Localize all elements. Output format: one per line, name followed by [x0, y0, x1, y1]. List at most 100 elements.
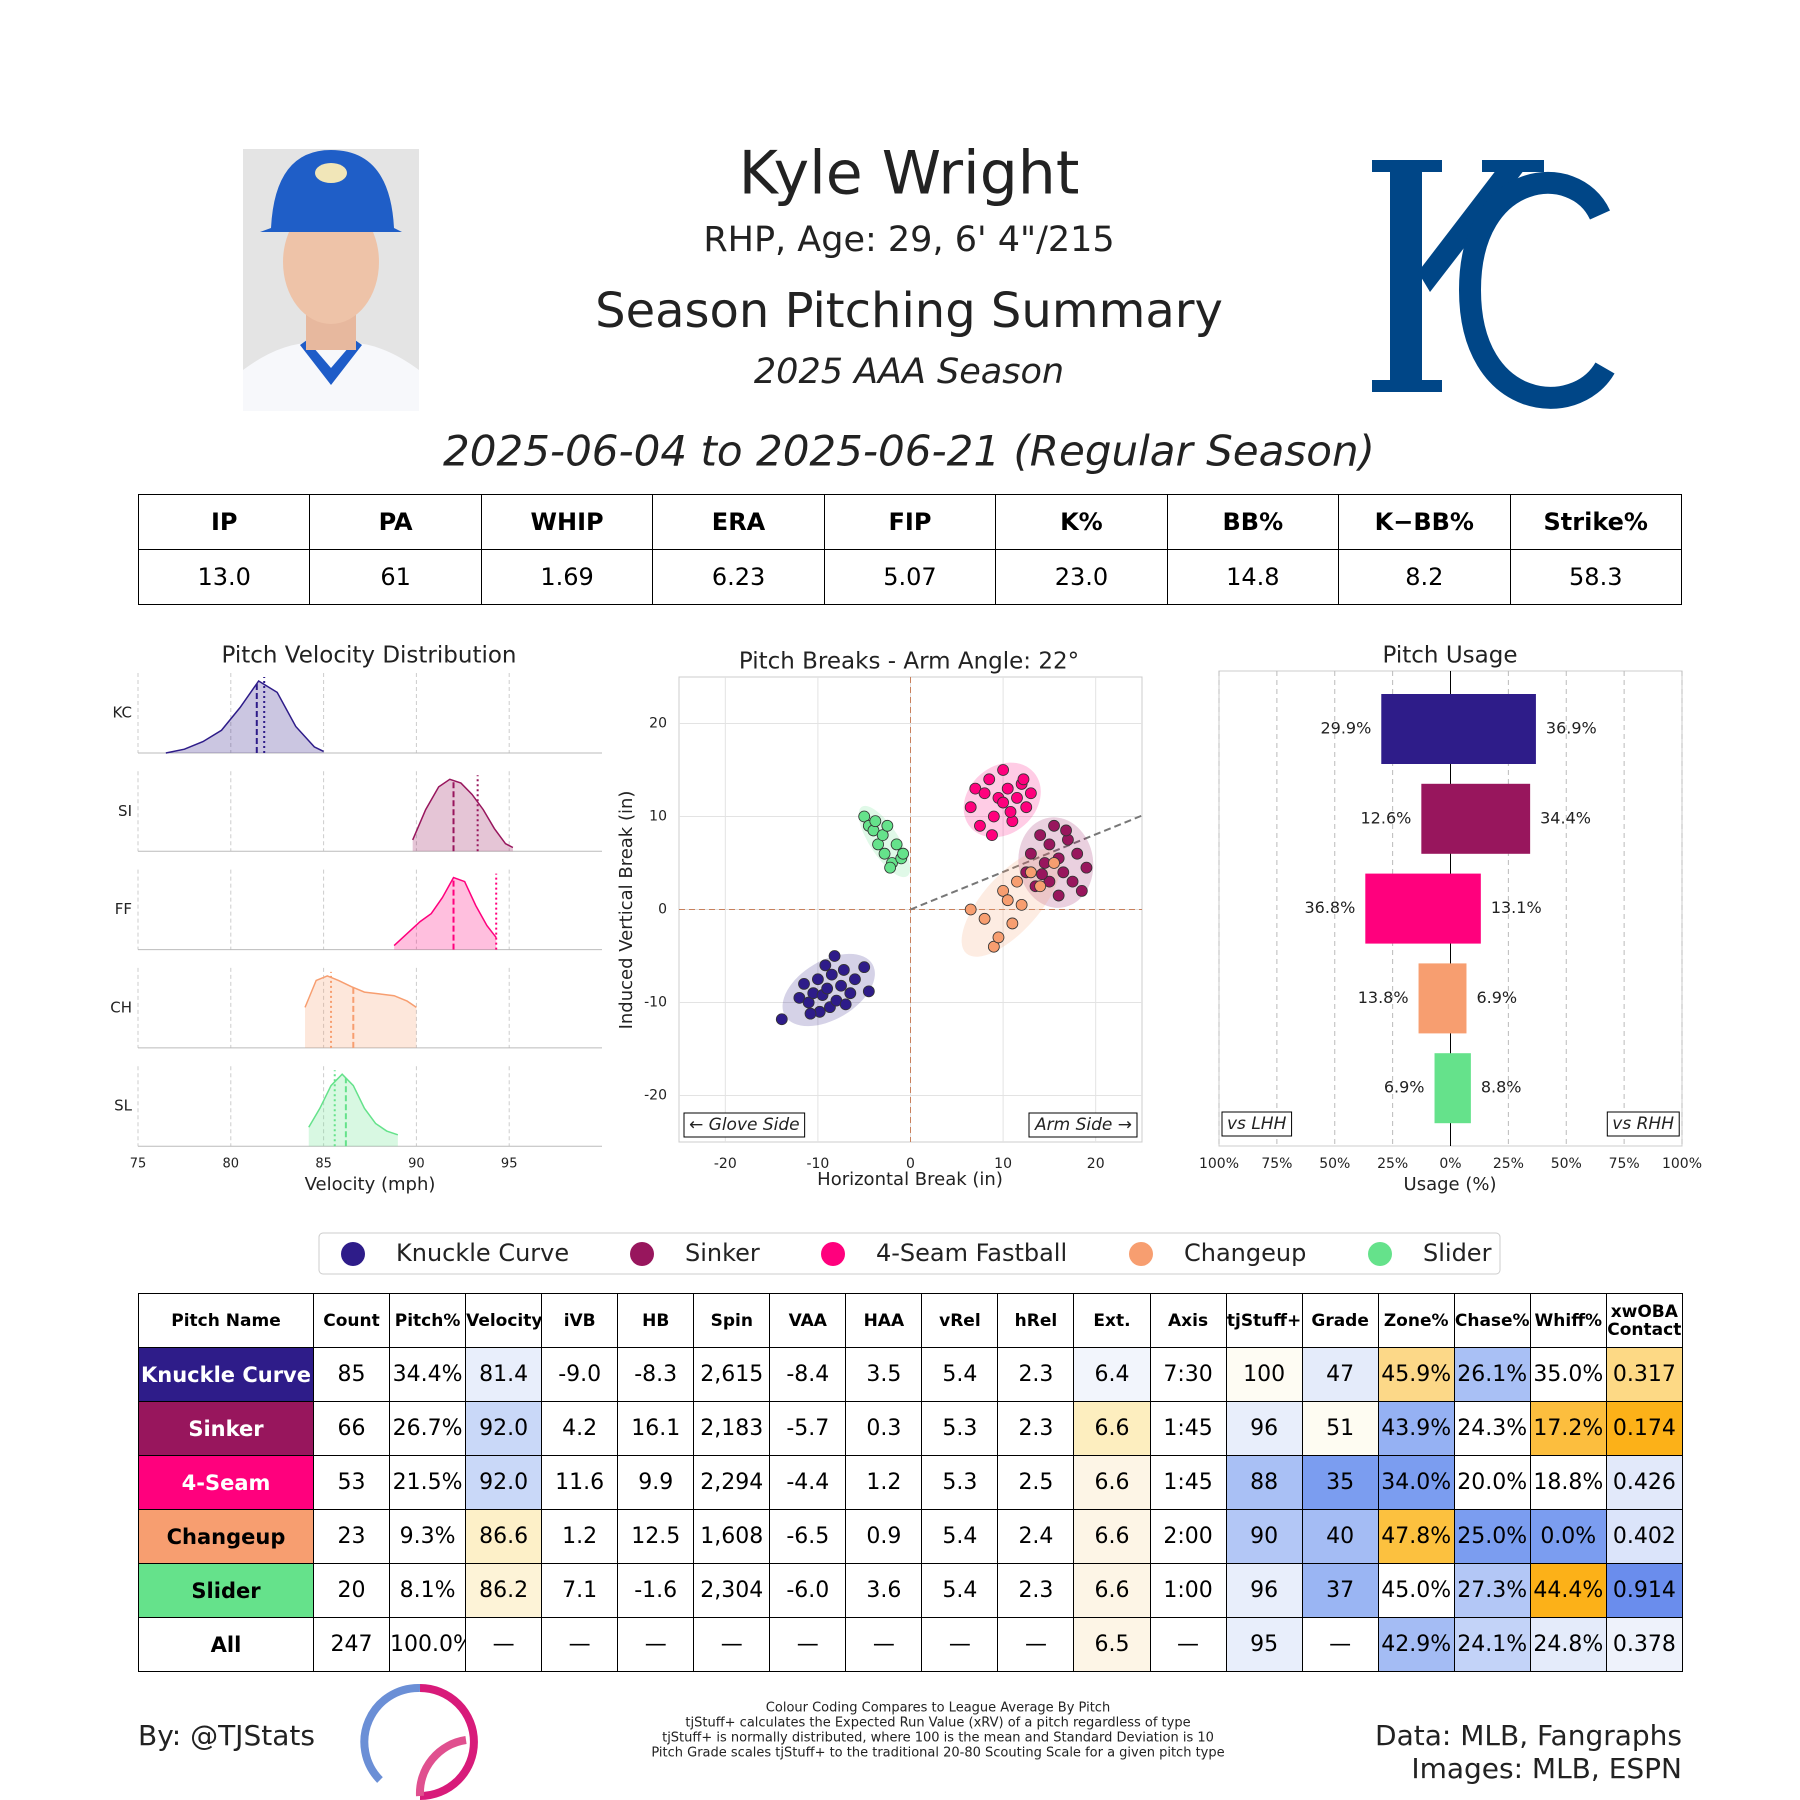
pitch-point: [974, 819, 986, 832]
pitch-point: [1075, 885, 1088, 897]
table-cell: 1,608: [693, 1509, 771, 1564]
pitch-point: [1066, 875, 1079, 888]
annotation-box: [1221, 1111, 1293, 1137]
source: Data: MLB, Fangraphs: [1375, 1719, 1682, 1752]
table-cell: —: [617, 1617, 695, 1672]
pitch-point: [869, 815, 882, 828]
usage-bar: [1381, 694, 1451, 764]
pitch-point: [876, 829, 889, 841]
pitch-point: [1017, 773, 1030, 786]
table-cell: 26.1%: [1453, 1347, 1531, 1402]
pitch-point: [987, 810, 1000, 823]
x-tick-label: 75: [130, 1157, 147, 1172]
table-cell: 1:45: [1149, 1401, 1227, 1456]
pitch-point: [858, 961, 871, 974]
legend-label: Slider: [1423, 1239, 1492, 1267]
value-label: 34.4%: [1540, 808, 1591, 827]
column-header: Chase%: [1453, 1293, 1531, 1348]
legend-label: 4-Seam Fastball: [876, 1239, 1067, 1267]
column-header: Velocity: [465, 1293, 543, 1348]
pitch-point: [828, 950, 841, 962]
pitch-point: [1011, 792, 1023, 804]
x-tick-label: 10: [994, 1156, 1012, 1172]
table-cell: 6.6: [1073, 1563, 1151, 1618]
pitch-point: [1043, 838, 1056, 851]
table-cell: -5.7: [769, 1401, 847, 1456]
table-cell: 1.2: [845, 1455, 923, 1510]
pitch-point: [802, 996, 815, 1009]
table-cell: 18.8%: [1529, 1455, 1607, 1510]
pitch-point: [1004, 805, 1017, 818]
x-tick-label: 50%: [1319, 1156, 1350, 1172]
table-cell: —: [997, 1617, 1075, 1672]
table-cell: -6.5: [769, 1509, 847, 1564]
table-cell: 16.1: [617, 1401, 695, 1456]
legend-marker: [1129, 1242, 1153, 1266]
pitch-point: [884, 861, 897, 874]
table-cell: 2,615: [693, 1347, 771, 1402]
table-cell: 6.6: [1073, 1401, 1151, 1456]
stat-header: Strike%: [1509, 494, 1682, 550]
pitch-point: [798, 978, 810, 990]
pitch-point: [987, 940, 1000, 953]
table-cell: 35.0%: [1529, 1347, 1607, 1402]
pitch-point: [862, 985, 875, 998]
table-cell: 2,304: [693, 1563, 771, 1618]
pitch-point: [819, 959, 832, 972]
legend-marker: [630, 1242, 654, 1266]
table-cell: 21.5%: [389, 1455, 467, 1510]
density-fill: [305, 975, 417, 1048]
table-cell: —: [541, 1617, 619, 1672]
table-cell: 100: [1225, 1347, 1303, 1402]
annotation: Arm Side →: [1034, 1115, 1132, 1135]
pitch-table: Pitch Name Count Pitch% Velocity iVB HB Spin VA…: [138, 1293, 1683, 1672]
table-cell: 11.6: [541, 1455, 619, 1510]
pitch-point: [821, 982, 834, 995]
pitch-point: [775, 1013, 788, 1026]
pitch-point: [997, 764, 1009, 776]
table-cell: 0.402: [1605, 1509, 1683, 1564]
value-label: 8.8%: [1481, 1078, 1522, 1097]
table-cell: 247: [312, 1617, 391, 1672]
table-cell: 66: [312, 1401, 391, 1456]
table-cell: 17.2%: [1529, 1401, 1607, 1456]
table-cell: 0.914: [1605, 1563, 1683, 1618]
table-cell: 43.9%: [1377, 1401, 1455, 1456]
arm-angle-line: [910, 814, 1143, 911]
pitch-point: [997, 885, 1009, 897]
x-tick-label: 0%: [1439, 1156, 1461, 1172]
table-cell: 86.2: [465, 1563, 543, 1618]
annotation-box: [683, 1112, 806, 1138]
table-cell: 2,183: [693, 1401, 771, 1456]
annotation-box: [1606, 1111, 1680, 1137]
table-cell: 92.0: [465, 1455, 543, 1510]
value-label: 13.1%: [1491, 898, 1542, 917]
stat-header: IP: [137, 494, 311, 550]
y-tick-label: 10: [649, 809, 667, 825]
legend-marker: [821, 1242, 845, 1266]
density-curve: [393, 876, 497, 947]
table-cell: -1.6: [617, 1563, 695, 1618]
value-label: 36.8%: [1304, 898, 1355, 917]
pitch-point: [1052, 889, 1065, 902]
pitch-point: [835, 979, 847, 992]
table-cell: 8.1%: [389, 1563, 467, 1618]
table-cell: 24.3%: [1453, 1401, 1531, 1456]
x-tick-label: -10: [806, 1156, 829, 1172]
table-cell: 42.9%: [1377, 1617, 1455, 1672]
x-tick-label: 95: [501, 1157, 518, 1172]
table-row: Slider 20 8.1% 86.2 7.1 -1.6 2,304 -6.0 3.6 5.4 2.…: [138, 1563, 1683, 1618]
column-header: xwOBA Contact: [1605, 1293, 1683, 1348]
pitch-point: [1015, 898, 1028, 911]
table-cell: 0.378: [1605, 1617, 1683, 1672]
pitch-point: [964, 801, 977, 814]
table-cell: 26.7%: [389, 1401, 467, 1456]
column-header: VAA: [769, 1293, 847, 1348]
legend-marker: [341, 1242, 365, 1266]
stat-value: 5.07: [823, 549, 997, 605]
pitch-point: [1034, 829, 1047, 841]
x-axis-label: Usage (%): [1404, 1174, 1497, 1195]
pitch-point: [804, 1007, 817, 1020]
x-tick-label: 90: [408, 1157, 425, 1172]
